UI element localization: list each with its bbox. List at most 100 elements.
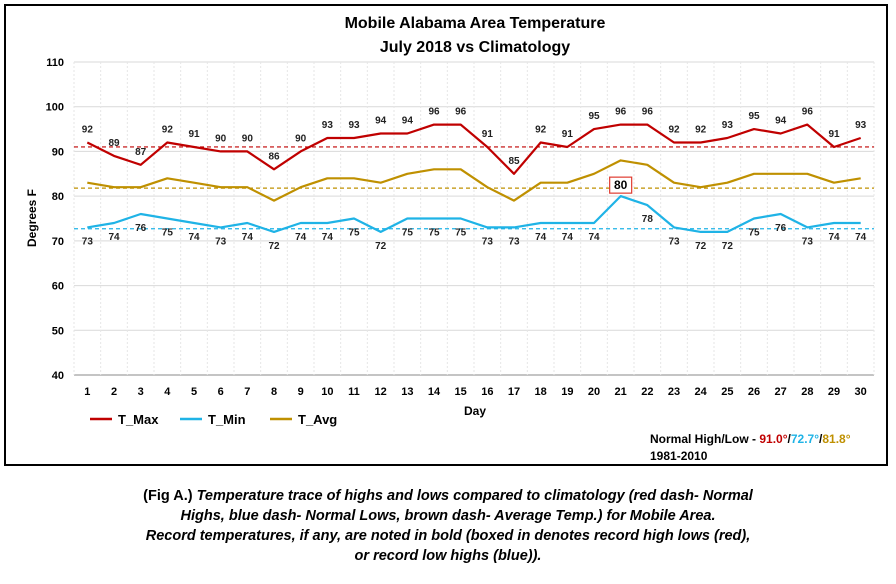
- tmax-data-label: 85: [508, 156, 520, 167]
- normal-high-low-note: Normal High/Low - 91.0°/72.7°/81.8°: [650, 432, 851, 446]
- x-tick-labels: 1 2 3 4 5 6 7 8 9 10 11 12 13 14 15 16 17 18 19 20 21 22 23 24 2…: [84, 386, 867, 398]
- normal-low-value: 72.7°: [791, 432, 819, 446]
- x-tick-label: 1: [84, 386, 90, 398]
- x-tick-label: 3: [138, 386, 144, 398]
- tmax-data-label: 91: [562, 129, 574, 140]
- tmax-data-label: 92: [162, 124, 174, 135]
- tmax-data-label: 96: [455, 107, 467, 118]
- tmax-data-label: 92: [695, 124, 707, 135]
- x-tick-label: 18: [535, 386, 547, 398]
- x-tick-label: 25: [721, 386, 733, 398]
- legend: T_Max T_Min T_Avg: [90, 412, 337, 427]
- tmax-data-label: 92: [82, 124, 94, 135]
- x-tick-label: 14: [428, 386, 441, 398]
- tmax-data-label: 96: [642, 107, 654, 118]
- tmax-data-label: 94: [375, 116, 387, 127]
- x-tick-label: 15: [455, 386, 467, 398]
- tmin-data-label: 72: [268, 241, 280, 252]
- data-labels-layer: 92 89 87 92 91 90 90 86 90 93 93 94 94 96 96 91 85 92 91 95…: [82, 107, 867, 252]
- tmax-data-label: 96: [615, 107, 627, 118]
- x-tick-label: 29: [828, 386, 840, 398]
- tmax-data-label: 94: [402, 116, 414, 127]
- x-tick-label: 28: [801, 386, 813, 398]
- tmax-data-label: 93: [348, 120, 360, 131]
- tmin-data-label: 74: [828, 232, 840, 243]
- tmin-data-label: 74: [855, 232, 867, 243]
- x-tick-label: 17: [508, 386, 520, 398]
- x-tick-label: 19: [561, 386, 573, 398]
- tmin-data-label: 72: [695, 241, 707, 252]
- x-tick-label: 21: [615, 386, 627, 398]
- x-tick-label: 22: [641, 386, 653, 398]
- tmin-data-label: 73: [82, 236, 94, 247]
- tmin-data-label: 74: [242, 232, 254, 243]
- x-tick-label: 10: [321, 386, 333, 398]
- tmax-data-label: 90: [295, 133, 307, 144]
- tmin-data-label: 73: [802, 236, 814, 247]
- tmin-data-label: 73: [482, 236, 494, 247]
- x-tick-label: 23: [668, 386, 680, 398]
- caption-line1: (Fig A.) Temperature trace of highs and …: [0, 486, 896, 506]
- tmax-data-label: 87: [135, 147, 147, 158]
- tmin-data-label: 73: [508, 236, 520, 247]
- normal-lines: [74, 146, 874, 230]
- tmax-data-label: 93: [855, 120, 867, 131]
- x-tick-label: 20: [588, 386, 600, 398]
- series-layer: [86, 123, 862, 233]
- x-tick-label: 12: [375, 386, 387, 398]
- tmax-data-label: 91: [188, 129, 200, 140]
- caption-line1-text: Temperature trace of highs and lows comp…: [192, 488, 753, 504]
- tmax-data-label: 86: [268, 151, 280, 162]
- normal-note-sep1: /: [788, 432, 792, 446]
- tmax-data-label: 89: [108, 138, 120, 149]
- series-line-t-avg: [87, 159, 861, 202]
- x-tick-label: 16: [481, 386, 493, 398]
- legend-label: T_Min: [208, 412, 246, 427]
- tmax-data-label: 92: [535, 124, 547, 135]
- tmax-data-label: 91: [828, 129, 840, 140]
- y-tick-label: 60: [52, 281, 64, 293]
- tmin-data-label: 75: [402, 228, 414, 239]
- tmin-data-label: 75: [348, 228, 360, 239]
- x-tick-label: 13: [401, 386, 413, 398]
- tmin-data-label: 74: [108, 232, 120, 243]
- tmax-data-label: 96: [428, 107, 440, 118]
- y-tick-label: 90: [52, 146, 64, 158]
- y-tick-labels: 40 50 60 70 80 90 100 110: [46, 57, 64, 382]
- caption-line2: Highs, blue dash- Normal Lows, brown das…: [180, 508, 716, 524]
- x-tick-label: 7: [244, 386, 250, 398]
- normal-avg-value: 81.8°: [822, 432, 850, 446]
- x-tick-label: 9: [298, 386, 304, 398]
- x-tick-label: 30: [855, 386, 867, 398]
- tmax-data-label: 93: [322, 120, 334, 131]
- tmin-data-label: 72: [375, 241, 387, 252]
- tmin-data-label: 76: [775, 223, 787, 234]
- tmin-data-label: 75: [455, 228, 467, 239]
- tmax-data-label: 92: [668, 124, 680, 135]
- tmin-data-label: 75: [748, 228, 760, 239]
- tmin-data-label: 74: [562, 232, 574, 243]
- grid-layer: [73, 61, 875, 376]
- y-tick-label: 80: [52, 191, 64, 203]
- chart-title-line2: July 2018 vs Climatology: [380, 39, 570, 56]
- normal-note-prefix: Normal High/Low -: [650, 432, 759, 446]
- tmin-data-label: 74: [322, 232, 334, 243]
- tmax-data-label: 94: [775, 116, 787, 127]
- x-tick-label: 11: [348, 386, 360, 398]
- x-tick-label: 26: [748, 386, 760, 398]
- record-data-label: 80: [614, 178, 628, 192]
- y-tick-label: 40: [52, 370, 64, 382]
- tmax-data-label: 91: [482, 129, 494, 140]
- tmin-data-label: 74: [535, 232, 547, 243]
- tmax-data-label: 93: [722, 120, 734, 131]
- tmin-data-label: 73: [215, 236, 227, 247]
- tmax-data-label: 90: [215, 133, 227, 144]
- chart-frame: [4, 4, 888, 466]
- tmin-data-label: 76: [135, 223, 147, 234]
- figure-caption: (Fig A.) Temperature trace of highs and …: [0, 486, 896, 566]
- x-tick-label: 6: [218, 386, 224, 398]
- legend-label: T_Avg: [298, 412, 337, 427]
- legend-label: T_Max: [118, 412, 159, 427]
- normal-period: 1981-2010: [650, 449, 708, 463]
